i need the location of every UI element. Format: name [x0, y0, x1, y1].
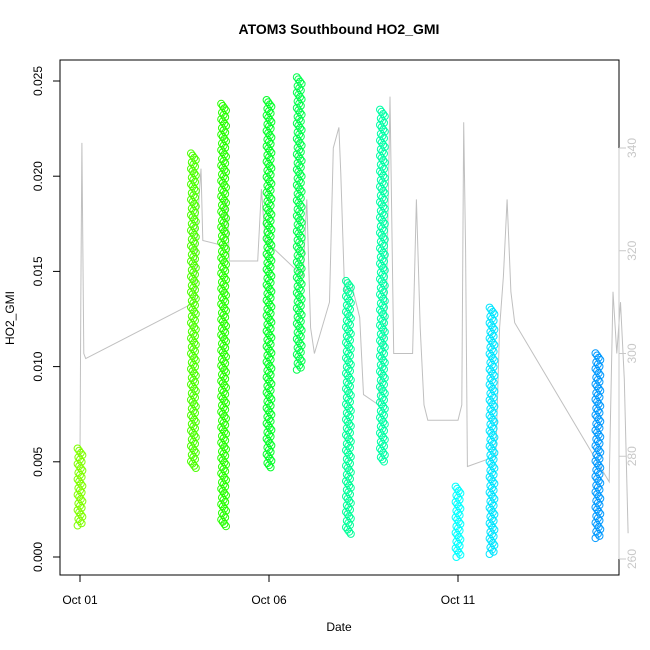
- data-point: [489, 547, 498, 556]
- data-point: [191, 464, 200, 472]
- y-axis-label: HO2_GMI: [3, 291, 17, 345]
- data-point: [593, 529, 602, 538]
- secondary-y-tick-label: 260: [625, 549, 639, 569]
- data-point: [77, 519, 86, 528]
- y-tick-label: 0.010: [31, 351, 45, 381]
- secondary-y-tick-label: 320: [625, 240, 639, 260]
- data-point: [452, 553, 461, 561]
- secondary-y-tick-label: 280: [625, 446, 639, 466]
- y-tick-label: 0.005: [31, 446, 45, 476]
- y-tick-label: 0.015: [31, 256, 45, 286]
- series-column-2: [217, 99, 230, 531]
- y-tick-label: 0.020: [31, 161, 45, 191]
- series-column-7: [451, 482, 465, 561]
- series-column-3: [262, 96, 276, 472]
- y-tick-label: 0.025: [31, 66, 45, 96]
- data-point: [76, 517, 84, 526]
- chart-title: ATOM3 Southbound HO2_GMI: [239, 21, 440, 37]
- data-point: [485, 550, 494, 558]
- data-point: [346, 529, 355, 538]
- data-point: [296, 363, 305, 372]
- axes-layer: 0.000 0.005 0.010 0.015 0.020 0.025 Oct 01 Oct …: [31, 66, 639, 607]
- data-point: [295, 361, 304, 370]
- data-point: [220, 520, 229, 528]
- data-point: [378, 455, 387, 464]
- x-tick-label: Oct 06: [251, 593, 287, 607]
- series-column-4: [292, 73, 306, 374]
- series-column-6: [376, 105, 389, 466]
- data-point: [266, 463, 275, 472]
- data-point: [454, 548, 463, 557]
- data-point: [345, 527, 354, 536]
- data-point: [190, 461, 199, 470]
- series-column-9: [591, 349, 605, 543]
- secondary-series-line: [79, 96, 629, 534]
- x-tick-label: Oct 11: [441, 593, 476, 607]
- data-point: [222, 522, 230, 531]
- points-layer: [73, 73, 605, 561]
- secondary-y-tick-label: 300: [625, 343, 639, 363]
- data-point: [488, 545, 496, 554]
- series-column-1: [187, 149, 200, 472]
- data-point: [265, 461, 273, 470]
- data-point: [73, 521, 82, 530]
- y-tick-label: 0.000: [31, 542, 45, 572]
- data-point: [595, 531, 604, 540]
- series-column-8: [485, 303, 499, 558]
- data-point: [456, 550, 465, 559]
- x-axis-label: Date: [326, 620, 352, 634]
- secondary-series-layer: [79, 96, 629, 534]
- x-tick-label: Oct 01: [62, 593, 98, 607]
- series-column-0: [73, 444, 87, 530]
- data-point: [591, 534, 600, 543]
- secondary-y-tick-label: 340: [625, 138, 639, 158]
- series-column-5: [342, 276, 355, 538]
- data-point: [380, 457, 388, 466]
- data-point: [292, 365, 301, 374]
